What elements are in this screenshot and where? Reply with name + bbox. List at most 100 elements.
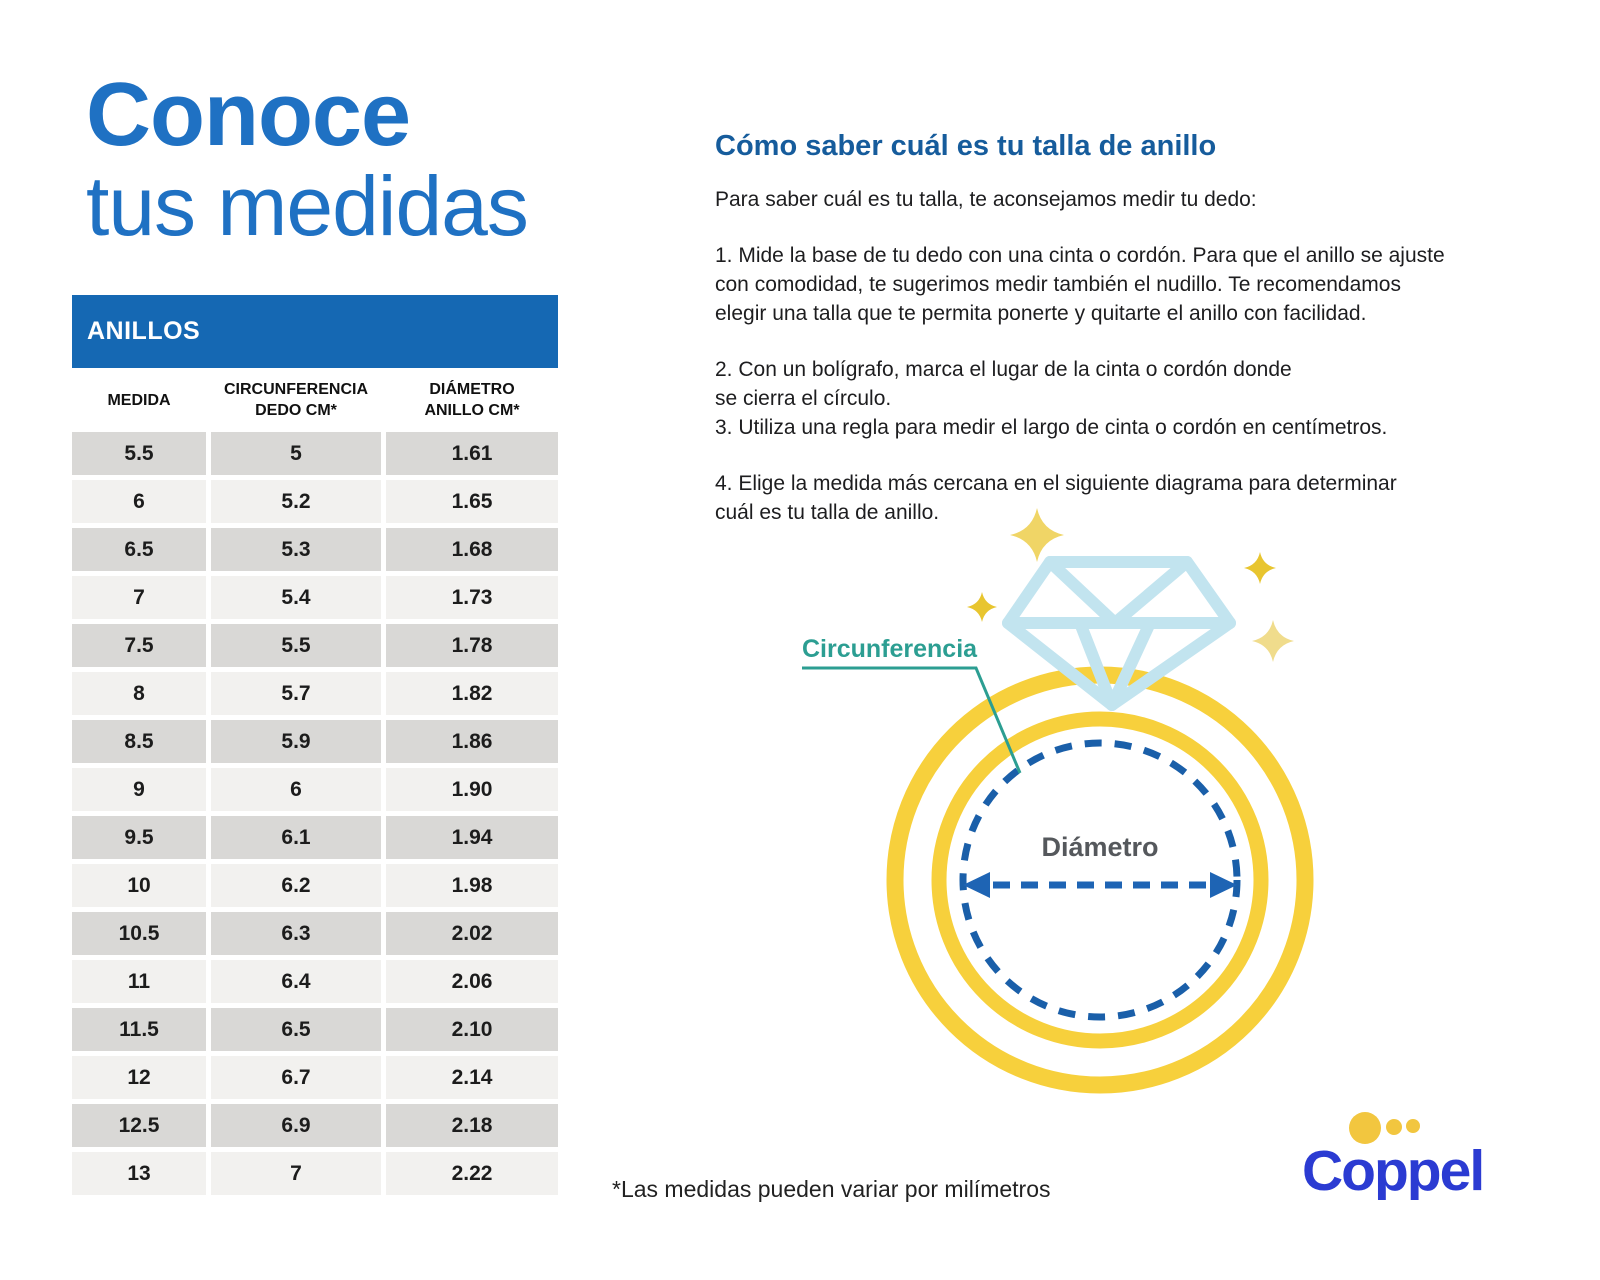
table-header-row: MEDIDA CIRCUNFERENCIA DEDO CM* DIÁMETRO …: [72, 370, 558, 432]
instructions-heading: Cómo saber cuál es tu talla de anillo: [715, 130, 1217, 162]
table-cell: 6.1: [211, 816, 381, 859]
table-cell: 1.65: [386, 480, 558, 523]
instructions-section: Cómo saber cuál es tu talla de anillo Pa…: [715, 130, 1575, 554]
diameter-arrow: [963, 872, 1237, 898]
column-header-medida: MEDIDA: [107, 391, 171, 409]
instruction-step-4: 4. Elige la medida más cercana en el sig…: [715, 472, 1397, 524]
table-cell: 7: [211, 1152, 381, 1195]
table-row: 5.5 5 1.61: [72, 432, 558, 475]
table-cell: 8: [72, 672, 206, 715]
page-title-line1: Conoce: [86, 65, 411, 165]
sparkle-icon: [1244, 552, 1276, 584]
coppel-wordmark: Coppel: [1302, 1139, 1483, 1200]
diameter-label: Diámetro: [1041, 832, 1158, 862]
table-row: 12 6.7 2.14: [72, 1056, 558, 1099]
instruction-step-1: 1. Mide la base de tu dedo con una cinta…: [715, 244, 1445, 325]
table-cell: 1.98: [386, 864, 558, 907]
table-cell: 9.5: [72, 816, 206, 859]
table-cell: 2.22: [386, 1152, 558, 1195]
table-cell: 11: [72, 960, 206, 1003]
sparkle-icon: [967, 592, 997, 622]
diamond-icon: [1002, 556, 1236, 711]
coppel-dots-icon: [1349, 1112, 1420, 1144]
sparkle-icon: [1252, 620, 1294, 662]
table-cell: 1.86: [386, 720, 558, 763]
table-cell: 7.5: [72, 624, 206, 667]
table-cell: 12: [72, 1056, 206, 1099]
ring-band-outer: [886, 666, 1314, 1094]
table-cell: 1.82: [386, 672, 558, 715]
table-cell: 5.3: [211, 528, 381, 571]
table-row: 11 6.4 2.06: [72, 960, 558, 1003]
table-cell: 1.73: [386, 576, 558, 619]
table-cell: 13: [72, 1152, 206, 1195]
table-row: 7 5.4 1.73: [72, 576, 558, 619]
table-cell: 2.18: [386, 1104, 558, 1147]
table-cell: 6.7: [211, 1056, 381, 1099]
table-cell: 1.68: [386, 528, 558, 571]
table-row: 9 6 1.90: [72, 768, 558, 811]
table-cell: 11.5: [72, 1008, 206, 1051]
table-cell: 1.90: [386, 768, 558, 811]
ring-band-inner: [931, 711, 1269, 1049]
table-body: 5.5 5 1.61 6 5.2 1.65 6.5 5.3 1.68 7 5.4 1.73 7.5 5.5…: [72, 432, 558, 1195]
table-row: 11.5 6.5 2.10: [72, 1008, 558, 1051]
table-row: 8 5.7 1.82: [72, 672, 558, 715]
table-cell: 6.2: [211, 864, 381, 907]
table-cell: 1.94: [386, 816, 558, 859]
instruction-step-2: 2. Con un bolígrafo, marca el lugar de l…: [715, 358, 1292, 410]
circumference-leader-line: [802, 666, 1022, 774]
arrowhead-left-icon: [963, 872, 990, 898]
table-cell: 6: [211, 768, 381, 811]
circumference-label: Circunferencia: [802, 635, 978, 663]
table-row: 10.5 6.3 2.02: [72, 912, 558, 955]
table-cell: 1.78: [386, 624, 558, 667]
table-cell: 2.02: [386, 912, 558, 955]
column-header-diametro: DIÁMETRO ANILLO CM*: [424, 381, 520, 419]
table-cell: 9: [72, 768, 206, 811]
table-row: 6 5.2 1.65: [72, 480, 558, 523]
table-cell: 6.9: [211, 1104, 381, 1147]
page-title: Conoce tus medidas: [86, 65, 529, 248]
table-row: 9.5 6.1 1.94: [72, 816, 558, 859]
table-cell: 5.7: [211, 672, 381, 715]
table-cell: 6.5: [211, 1008, 381, 1051]
circumference-dashed-circle: [959, 739, 1241, 1021]
table-cell: 5.5: [211, 624, 381, 667]
table-cell: 2.14: [386, 1056, 558, 1099]
table-row: 12.5 6.9 2.18: [72, 1104, 558, 1147]
table-cell: 5.4: [211, 576, 381, 619]
arrowhead-right-icon: [1210, 872, 1237, 898]
ring-size-table: ANILLOS MEDIDA CIRCUNFERENCIA DEDO CM* D…: [72, 295, 558, 1200]
table-cell: 12.5: [72, 1104, 206, 1147]
table-cell: 1.61: [386, 432, 558, 475]
instruction-step-3: 3. Utiliza una regla para medir el largo…: [715, 416, 1388, 439]
table-cell: 6: [72, 480, 206, 523]
table-cell: 6.4: [211, 960, 381, 1003]
table-row: 6.5 5.3 1.68: [72, 528, 558, 571]
coppel-logo: Coppel: [1302, 1112, 1485, 1200]
table-cell: 6.5: [72, 528, 206, 571]
table-cell: 5.9: [211, 720, 381, 763]
table-cell: 10.5: [72, 912, 206, 955]
table-cell: 6.3: [211, 912, 381, 955]
table-cell: 2.10: [386, 1008, 558, 1051]
table-row: 13 7 2.22: [72, 1152, 558, 1195]
table-cell: 2.06: [386, 960, 558, 1003]
table-cell: 7: [72, 576, 206, 619]
measurements-footnote: *Las medidas pueden variar por milímetro…: [612, 1176, 1051, 1202]
ring-diagram: Diámetro Circunferencia: [802, 508, 1314, 1094]
table-row: 7.5 5.5 1.78: [72, 624, 558, 667]
sparkle-icon: [1010, 508, 1064, 562]
table-cell: 5.2: [211, 480, 381, 523]
table-banner: ANILLOS: [72, 295, 558, 368]
sparkles: [967, 508, 1294, 662]
table-cell: 5: [211, 432, 381, 475]
table-cell: 8.5: [72, 720, 206, 763]
table-row: 10 6.2 1.98: [72, 864, 558, 907]
instructions-intro: Para saber cuál es tu talla, te aconseja…: [715, 188, 1257, 211]
table-row: 8.5 5.9 1.86: [72, 720, 558, 763]
table-cell: 10: [72, 864, 206, 907]
table-cell: 5.5: [72, 432, 206, 475]
